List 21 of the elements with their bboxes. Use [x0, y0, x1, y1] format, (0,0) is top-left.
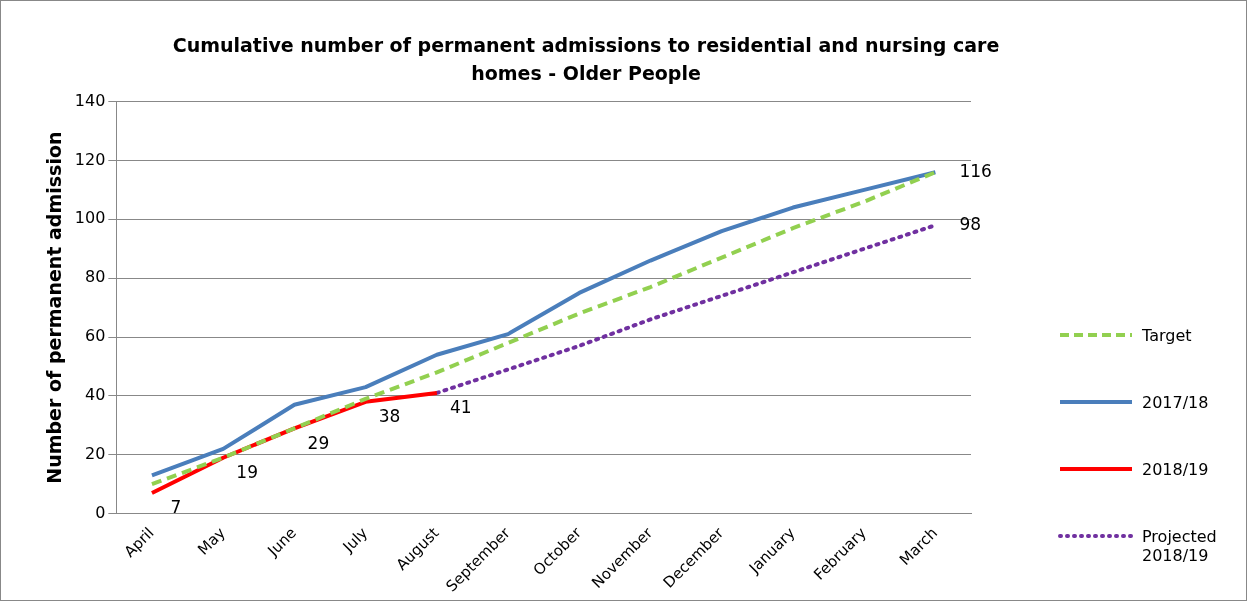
data-label: 98 — [959, 213, 982, 234]
y-tick-label: 100 — [74, 208, 106, 228]
chart-title: Cumulative number of permanent admissions to residential and nursing care homes - Older People — [171, 33, 1001, 86]
data-label: 41 — [450, 397, 472, 418]
y-tick-label: 140 — [74, 90, 106, 110]
data-label: 29 — [307, 432, 330, 453]
y-tick-label: 120 — [74, 149, 106, 169]
y-axis-title: Number of permanent admission — [43, 131, 66, 484]
data-label: 19 — [236, 462, 258, 483]
y-tick-label: 40 — [84, 385, 106, 405]
data-label: 7 — [170, 497, 182, 518]
y-tick-label: 0 — [95, 502, 106, 522]
y-tick-label: 80 — [84, 267, 106, 287]
y-tick-label: 60 — [84, 326, 106, 346]
legend-label: 2018/19 — [1142, 460, 1209, 479]
legend-label: Projected 2018/19 — [1142, 527, 1218, 565]
legend-label: 2017/18 — [1142, 393, 1209, 412]
data-label: 116 — [959, 160, 992, 181]
data-label: 38 — [378, 406, 401, 427]
legend-label: Target — [1142, 326, 1192, 345]
y-tick-label: 20 — [84, 443, 106, 463]
